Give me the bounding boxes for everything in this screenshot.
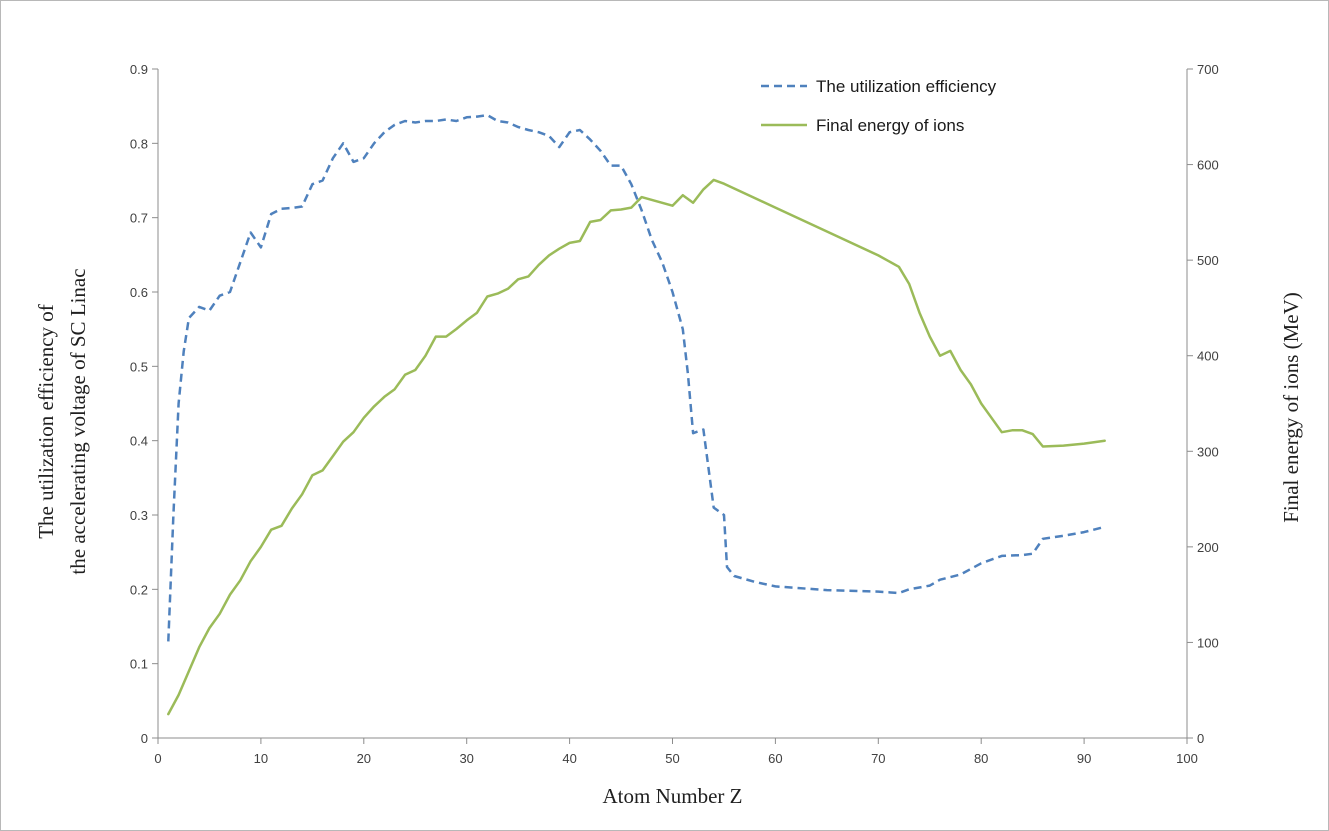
y-left-tick-label: 0.6 — [130, 285, 148, 300]
y-left-tick-label: 0.1 — [130, 657, 148, 672]
axes: 0 10 20 30 40 50 60 70 80 90 100 0 0.1 0.2 0.3 0.4 0.5 0.… — [130, 62, 1219, 766]
y-left-axis-title-line-2: the accelerating voltage of SC Linac — [66, 268, 90, 574]
y-right-tick-label: 0 — [1197, 731, 1204, 746]
legend-label-1: The utilization efficiency — [816, 77, 997, 96]
y-right-tick-label: 200 — [1197, 540, 1219, 555]
x-axis-title: Atom Number Z — [603, 784, 743, 808]
y-left-axis-title: The utilization efficiency of the acceler… — [34, 268, 90, 574]
x-tick-label: 50 — [665, 751, 679, 766]
y-left-axis-title-line-1: The utilization efficiency of — [34, 304, 58, 539]
y-left-tick-label: 0.9 — [130, 62, 148, 77]
legend: The utilization efficiency Final energy o… — [761, 77, 997, 135]
y-right-tick-label: 600 — [1197, 158, 1219, 173]
y-right-tick-label: 100 — [1197, 635, 1219, 650]
y-left-tick-label: 0.5 — [130, 359, 148, 374]
y-right-tick-label: 700 — [1197, 62, 1219, 77]
y-left-tick-label: 0.4 — [130, 434, 148, 449]
x-tick-label: 40 — [562, 751, 576, 766]
x-tick-label: 80 — [974, 751, 988, 766]
axis-titles: Atom Number Z The utilization efficiency … — [34, 268, 1303, 808]
y-right-tick-label: 500 — [1197, 253, 1219, 268]
legend-label-2: Final energy of ions — [816, 116, 964, 135]
y-left-tick-label: 0.2 — [130, 582, 148, 597]
x-tick-label: 90 — [1077, 751, 1091, 766]
x-tick-label: 100 — [1176, 751, 1198, 766]
utilization-efficiency-line — [167, 113, 1106, 642]
series-lines — [167, 113, 1106, 716]
y-left-tick-label: 0.8 — [130, 136, 148, 151]
x-tick-label: 10 — [254, 751, 268, 766]
x-tick-label: 60 — [768, 751, 782, 766]
x-tick-label: 30 — [459, 751, 473, 766]
final-energy-line — [167, 178, 1106, 716]
y-right-tick-label: 300 — [1197, 444, 1219, 459]
x-tick-label: 20 — [357, 751, 371, 766]
x-tick-label: 70 — [871, 751, 885, 766]
y-right-axis-title: Final energy of ions (MeV) — [1279, 292, 1303, 523]
y-left-tick-label: 0.7 — [130, 211, 148, 226]
y-left-tick-label: 0.3 — [130, 508, 148, 523]
x-tick-label: 0 — [154, 751, 161, 766]
y-left-tick-label: 0 — [141, 731, 148, 746]
y-right-tick-label: 400 — [1197, 349, 1219, 364]
